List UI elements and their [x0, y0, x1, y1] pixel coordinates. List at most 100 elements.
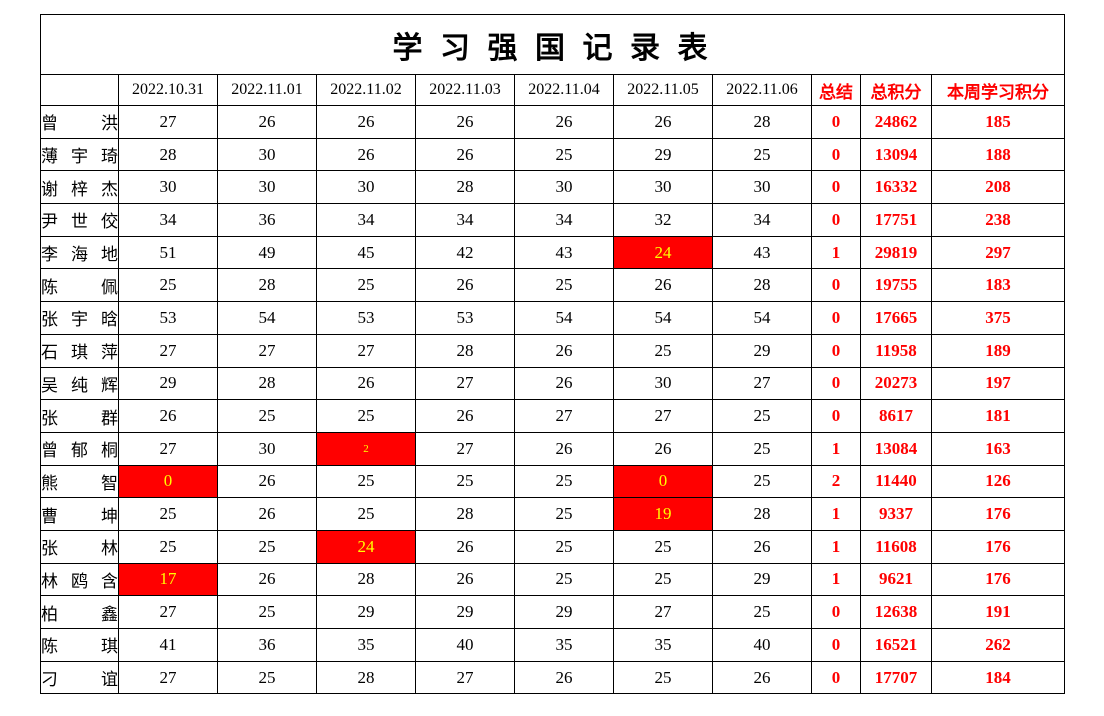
daily-score-cell: 27: [415, 431, 515, 466]
daily-score-cell: 28: [415, 497, 515, 531]
summary-cell: 0: [811, 595, 861, 629]
column-header-date-5: 2022.11.05: [613, 74, 713, 106]
student-name: 李海地: [40, 235, 119, 270]
daily-score-cell: 25: [712, 595, 812, 629]
daily-score-cell: 28: [217, 366, 317, 401]
student-row: 熊 智 0 26 25 25 25 0 25 2 11440 126: [40, 464, 1066, 499]
week-score-cell: 188: [930, 137, 1066, 172]
daily-score-cell: 30: [613, 170, 713, 205]
header-row: 2022.10.31 2022.11.01 2022.11.02 2022.11…: [40, 74, 1066, 106]
record-table: 学 习 强 国 记 录 表 2022.10.31 2022.11.01 2022…: [39, 14, 1066, 695]
daily-score-cell: 26: [415, 268, 515, 303]
student-name: 吴纯辉: [40, 366, 119, 401]
daily-score-cell: 27: [514, 399, 614, 433]
total-score-cell: 9621: [860, 562, 932, 597]
daily-score-cell: 26: [415, 529, 515, 564]
daily-score-cell: 26: [217, 464, 317, 499]
daily-score-cell: 25: [514, 562, 614, 597]
daily-score-cell: 30: [514, 170, 614, 205]
student-name: 薄宇琦: [40, 137, 119, 172]
daily-score-cell: 30: [712, 170, 812, 205]
daily-score-cell: 27: [118, 105, 218, 139]
daily-score-cell-highlighted: 24: [613, 235, 713, 270]
student-name: 尹世佼: [40, 203, 119, 237]
daily-score-cell: 27: [118, 595, 218, 629]
total-score-cell: 12638: [860, 595, 932, 629]
daily-score-cell: 25: [118, 497, 218, 531]
daily-score-cell: 26: [613, 268, 713, 303]
summary-cell: 0: [811, 268, 861, 303]
week-score-cell: 176: [930, 529, 1066, 564]
daily-score-cell: 25: [712, 399, 812, 433]
total-score-cell: 16332: [860, 170, 932, 205]
daily-score-cell: 32: [613, 203, 713, 237]
student-row: 曾 洪 27 26 26 26 26 26 28 0 24862 185: [40, 105, 1066, 139]
daily-score-cell-highlighted: 17: [118, 562, 218, 597]
student-name: 张 群: [40, 399, 119, 433]
daily-score-cell: 27: [415, 660, 515, 695]
daily-score-cell-highlighted: 19: [613, 497, 713, 531]
daily-score-cell: 25: [514, 464, 614, 499]
daily-score-cell: 27: [118, 333, 218, 368]
daily-score-cell: 25: [514, 268, 614, 303]
daily-score-cell: 25: [217, 595, 317, 629]
total-score-cell: 29819: [860, 235, 932, 270]
daily-score-cell: 34: [415, 203, 515, 237]
daily-score-cell: 26: [217, 562, 317, 597]
daily-score-cell: 26: [415, 562, 515, 597]
daily-score-cell: 26: [217, 105, 317, 139]
summary-cell: 0: [811, 137, 861, 172]
daily-score-cell: 25: [316, 497, 416, 531]
daily-score-cell: 25: [316, 399, 416, 433]
daily-score-cell: 30: [217, 137, 317, 172]
summary-cell: 1: [811, 431, 861, 466]
student-name: 张宇晗: [40, 301, 119, 335]
total-score-cell: 17751: [860, 203, 932, 237]
daily-score-cell: 27: [316, 333, 416, 368]
daily-score-cell: 25: [217, 529, 317, 564]
total-score-cell: 9337: [860, 497, 932, 531]
daily-score-cell: 30: [316, 170, 416, 205]
student-name: 陈 佩: [40, 268, 119, 303]
student-row: 吴纯辉 29 28 26 27 26 30 27 0 20273 197: [40, 366, 1066, 401]
daily-score-cell: 27: [415, 366, 515, 401]
daily-score-cell: 28: [712, 268, 812, 303]
daily-score-cell: 28: [712, 105, 812, 139]
total-score-cell: 20273: [860, 366, 932, 401]
column-header-week-score: 本周学习积分: [930, 74, 1066, 106]
student-row: 薄宇琦 28 30 26 26 25 29 25 0 13094 188: [40, 137, 1066, 172]
daily-score-cell: 26: [613, 431, 713, 466]
daily-score-cell: 26: [415, 137, 515, 172]
daily-score-cell: 28: [415, 170, 515, 205]
student-row: 张 群 26 25 25 26 27 27 25 0 8617 181: [40, 399, 1066, 433]
summary-cell: 1: [811, 529, 861, 564]
daily-score-cell: 27: [118, 660, 218, 695]
week-score-cell: 184: [930, 660, 1066, 695]
daily-score-cell: 25: [316, 268, 416, 303]
student-name: 曾郁桐: [40, 431, 119, 466]
summary-cell: 0: [811, 628, 861, 662]
week-score-cell: 238: [930, 203, 1066, 237]
week-score-cell: 375: [930, 301, 1066, 335]
daily-score-cell-highlighted: 2: [316, 431, 416, 466]
summary-cell: 0: [811, 203, 861, 237]
daily-score-cell: 35: [613, 628, 713, 662]
daily-score-cell: 25: [316, 464, 416, 499]
summary-cell: 0: [811, 399, 861, 433]
summary-cell: 0: [811, 170, 861, 205]
daily-score-cell: 54: [217, 301, 317, 335]
student-row: 陈 琪 41 36 35 40 35 35 40 0 16521 262: [40, 628, 1066, 662]
daily-score-cell: 25: [712, 137, 812, 172]
daily-score-cell: 34: [514, 203, 614, 237]
daily-score-cell: 53: [118, 301, 218, 335]
daily-score-cell: 34: [712, 203, 812, 237]
total-score-cell: 11958: [860, 333, 932, 368]
daily-score-cell: 34: [118, 203, 218, 237]
daily-score-cell: 29: [316, 595, 416, 629]
daily-score-cell: 29: [712, 333, 812, 368]
daily-score-cell: 26: [712, 529, 812, 564]
daily-score-cell: 27: [712, 366, 812, 401]
week-score-cell: 191: [930, 595, 1066, 629]
daily-score-cell: 26: [118, 399, 218, 433]
daily-score-cell: 49: [217, 235, 317, 270]
